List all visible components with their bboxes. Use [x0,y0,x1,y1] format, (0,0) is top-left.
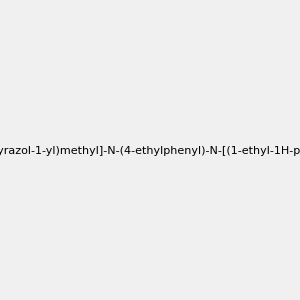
Text: 5-[(3,5-dimethyl-4-nitro-1H-pyrazol-1-yl)methyl]-N-(4-ethylphenyl)-N-[(1-ethyl-1: 5-[(3,5-dimethyl-4-nitro-1H-pyrazol-1-yl… [0,146,300,157]
